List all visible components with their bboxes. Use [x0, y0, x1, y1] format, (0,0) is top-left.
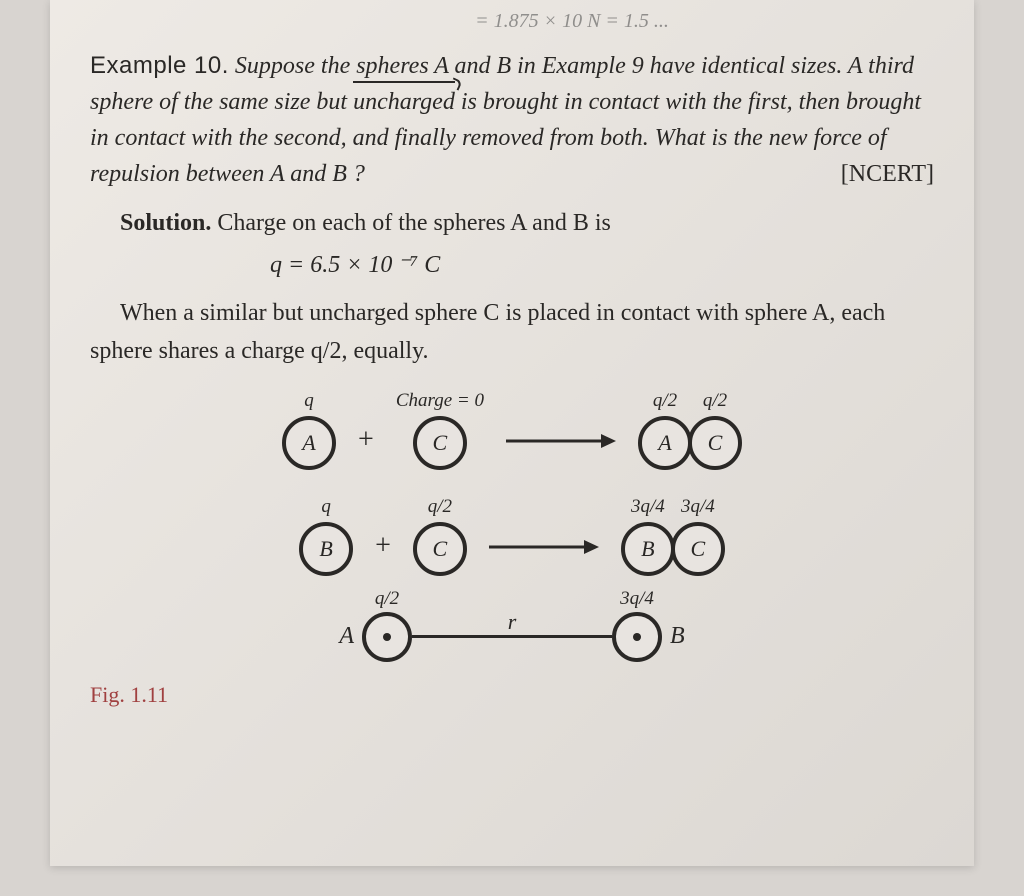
charge-label: q: [304, 390, 314, 412]
sphere-circle: C: [688, 416, 742, 470]
sphere-C-after: q/2 C: [688, 390, 742, 470]
solution-line1: Charge on each of the spheres A and B is: [217, 210, 610, 236]
center-dot-icon: [633, 633, 641, 641]
distance-line: r: [412, 635, 612, 638]
sphere-pair-AC: q/2 A q/2 C: [638, 390, 742, 470]
equation-charge: q = 6.5 × 10 ⁻⁷ C: [90, 250, 934, 279]
sphere-circle: A: [282, 416, 336, 470]
charge-label: 3q/4: [631, 496, 665, 518]
distance-label: r: [508, 609, 517, 635]
para-text: When a similar but uncharged sphere C is…: [90, 300, 885, 363]
charge-label: 3q/4: [681, 496, 715, 518]
sphere-A-after: q/2 A: [638, 390, 692, 470]
charge-label: q/2: [375, 588, 399, 610]
source-tag: [NCERT]: [841, 156, 934, 192]
sphere-C-initial: Charge = 0 C: [396, 390, 484, 470]
sphere-C-final: 3q/4 C: [671, 496, 725, 576]
plus-icon: +: [375, 510, 391, 562]
figure-caption: Fig. 1.11: [90, 682, 934, 708]
example-block: Example 10. Suppose the spheres A and B …: [90, 48, 934, 192]
sphere-circle: B: [621, 522, 675, 576]
textbook-page: = 1.875 × 10 N = 1.5 ... Example 10. Sup…: [50, 0, 974, 866]
diagram-row-1: q A + Charge = 0 C q/2 A q/2 C: [282, 390, 742, 470]
previous-line-cutoff: = 1.875 × 10 N = 1.5 ...: [90, 10, 934, 33]
sphere-circle: C: [671, 522, 725, 576]
charge-label: q/2: [703, 390, 727, 412]
example-number: Example 10.: [90, 52, 229, 79]
label-B: B: [662, 623, 693, 650]
solution-heading-line: Solution. Charge on each of the spheres …: [120, 204, 934, 242]
charge-sharing-diagram: q A + Charge = 0 C q/2 A q/2 C: [90, 390, 934, 662]
sphere-circle: B: [299, 522, 353, 576]
solution-label: Solution.: [120, 210, 211, 236]
sphere-B-after: 3q/4 B: [621, 496, 675, 576]
center-dot-icon: [383, 633, 391, 641]
charge-label: 3q/4: [620, 588, 654, 610]
charge-label: q/2: [428, 496, 452, 518]
sphere-B-final: 3q/4: [612, 612, 662, 662]
sphere-A-initial: q A: [282, 390, 336, 470]
sphere-pair-BC: 3q/4 B 3q/4 C: [621, 496, 725, 576]
sphere-A-final: q/2: [362, 612, 412, 662]
charge-label: Charge = 0: [396, 390, 484, 412]
sphere-C-mid: q/2 C: [413, 496, 467, 576]
label-A: A: [331, 623, 362, 650]
diagram-row-2: q B + q/2 C 3q/4 B 3q/4 C: [299, 496, 725, 576]
charge-label: q/2: [653, 390, 677, 412]
arrow-icon: [489, 515, 599, 557]
sphere-B-initial: q B: [299, 496, 353, 576]
uncharged-annotation: uncharged: [353, 84, 455, 120]
diagram-row-3: A q/2 r 3q/4 B: [331, 612, 692, 662]
sphere-circle: C: [413, 522, 467, 576]
plus-icon: +: [358, 404, 374, 456]
solution-paragraph: When a similar but uncharged sphere C is…: [90, 295, 934, 369]
arrow-icon: [506, 409, 616, 451]
charge-label: q: [321, 496, 331, 518]
sphere-circle: A: [638, 416, 692, 470]
sphere-circle: C: [413, 416, 467, 470]
